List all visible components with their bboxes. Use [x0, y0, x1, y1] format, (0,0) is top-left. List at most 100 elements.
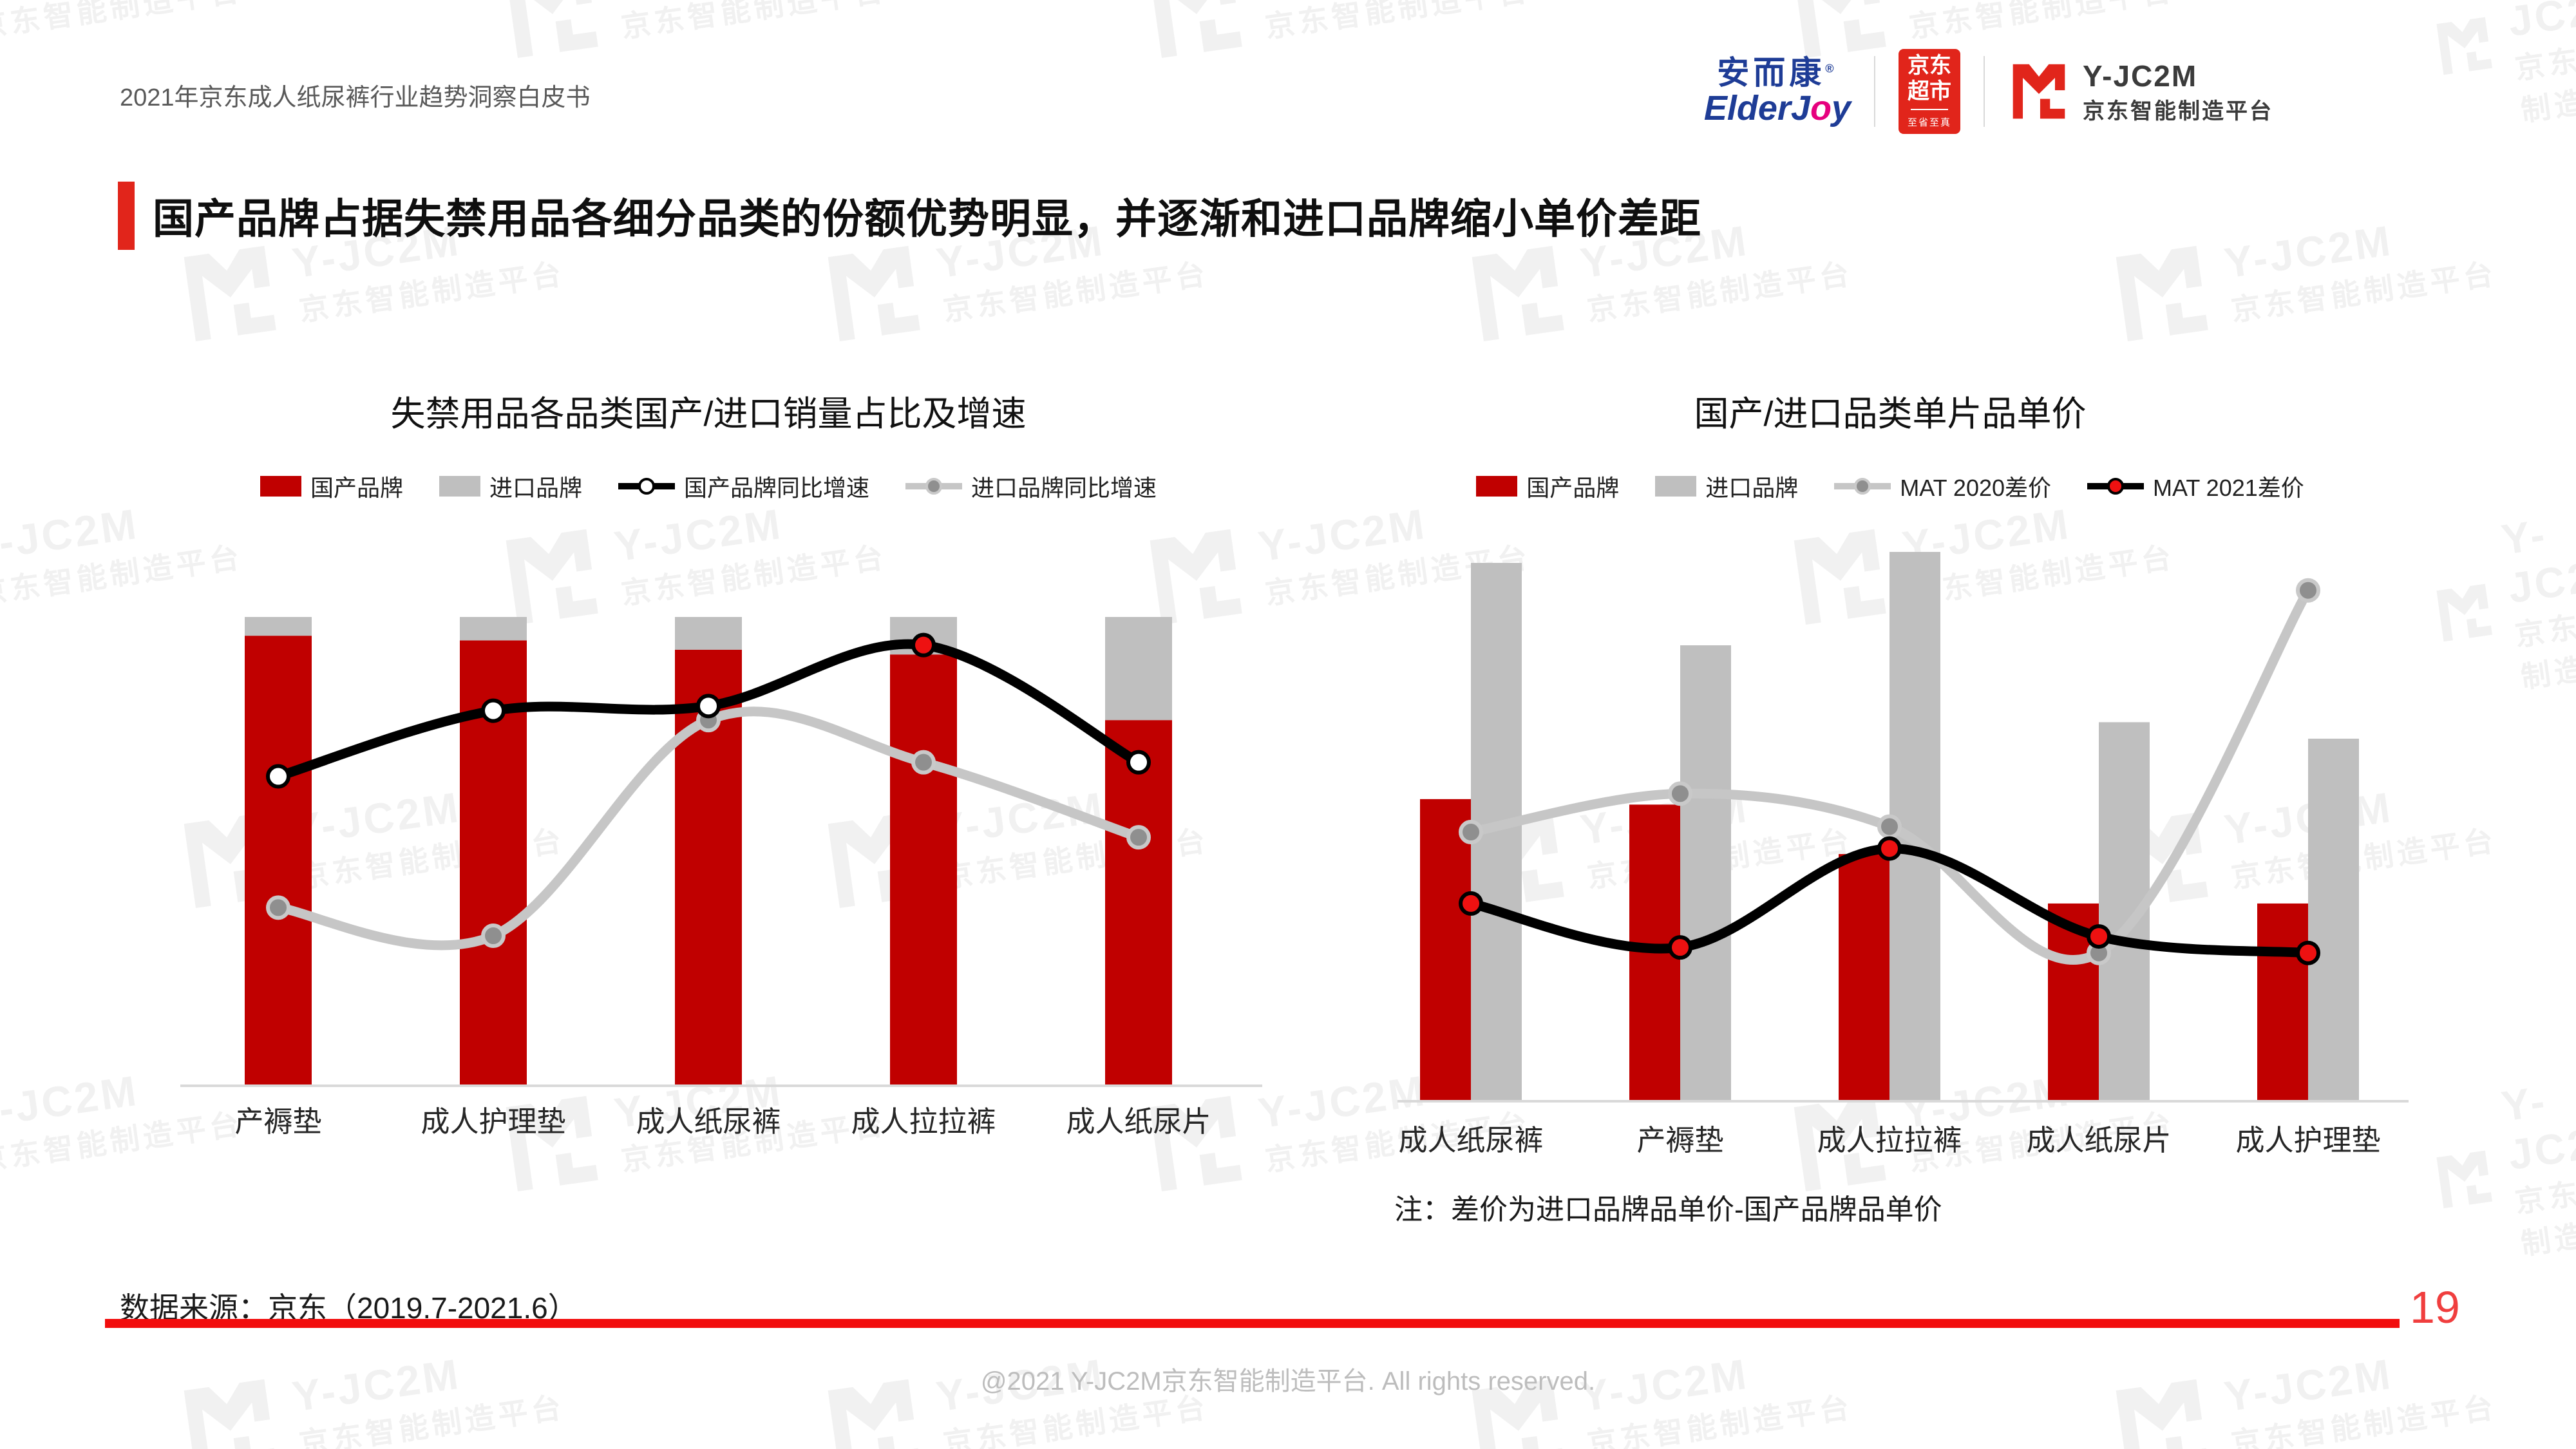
watermark-text: 京东智能制造平台 — [2513, 33, 2576, 128]
legend-swatch-icon — [1655, 476, 1697, 497]
jd-supermarket-logo: 京东 超市 至省至真 — [1899, 49, 1960, 134]
legend-item: 进口品牌同比增速 — [905, 469, 1157, 503]
bar-import — [1680, 645, 1731, 1101]
legend-label: 国产品牌 — [1526, 475, 1620, 501]
data-point-marker — [911, 750, 936, 775]
watermark-text: Y-JC2M — [1899, 0, 2172, 5]
watermark-logo-icon — [1150, 0, 1242, 59]
data-point-marker — [481, 923, 506, 949]
legend-item: 国产品牌同比增速 — [618, 469, 869, 503]
bar-import — [2308, 739, 2359, 1101]
bar-domestic — [890, 654, 957, 1086]
data-point-marker — [1126, 825, 1151, 850]
page-number: 19 — [2410, 1282, 2460, 1332]
logo-divider — [1874, 56, 1875, 127]
watermark-text: 京东智能制造平台 — [0, 0, 245, 44]
legend-item: MAT 2021差价 — [2087, 469, 2304, 503]
data-point-marker — [2296, 940, 2320, 965]
watermark: Y-JC2M京东智能制造平台 — [497, 0, 889, 65]
watermark: Y-JC2M京东智能制造平台 — [0, 0, 246, 65]
watermark-text: 京东智能制造平台 — [2229, 256, 2499, 327]
data-point-marker — [481, 698, 506, 723]
jd-logo-line2: 超市 — [1908, 79, 1951, 104]
data-point-marker — [1668, 781, 1692, 806]
data-point-marker — [266, 764, 290, 789]
watermark-text: 京东智能制造平台 — [2513, 600, 2576, 694]
bar-domestic — [1105, 720, 1172, 1086]
bar-domestic — [245, 636, 312, 1086]
chart-left-header: 失禁用品各品类国产/进口销量占比及增速 国产品牌 进口品牌 国产品牌同比增速 进口品牌… — [161, 385, 1256, 503]
chart-right-note: 注：差价为进口品牌品单价-国产品牌品单价 — [1394, 1194, 1942, 1226]
watermark-text: 京东智能制造平台 — [1585, 256, 1855, 327]
chart-left-title: 失禁用品各品类国产/进口销量占比及增速 — [390, 395, 1027, 433]
data-point-marker — [1126, 750, 1151, 775]
legend-item: 国产品牌 — [260, 469, 403, 503]
legend-label: MAT 2021差价 — [2153, 475, 2304, 501]
chart-right-header: 国产/进口品类单片品单价 国产品牌 进口品牌 MAT 2020差价 MAT 2021差… — [1327, 385, 2454, 503]
legend-swatch-icon — [905, 478, 963, 495]
watermark-logo-icon — [2436, 17, 2492, 75]
category-label: 成人拉拉裤 — [851, 1105, 996, 1138]
yjc2m-logo: Y-JC2M 京东智能制造平台 — [2008, 59, 2273, 125]
watermark-text: Y-JC2M — [1255, 0, 1528, 5]
bar-domestic — [1839, 854, 1889, 1101]
legend-swatch-icon — [260, 476, 301, 497]
legend-item: 进口品牌 — [1655, 469, 1798, 503]
legend-label: 进口品牌 — [489, 475, 582, 501]
title-block: 国产品牌占据失禁用品各细分品类的份额优势明显，并逐渐和进口品牌缩小单价差距 — [118, 182, 1701, 250]
data-point-marker — [1668, 935, 1692, 960]
legend-swatch-icon — [2087, 478, 2145, 495]
elderjoy-logo: 安而康® ElderJoy — [1704, 56, 1851, 126]
yjc2m-name: Y-JC2M — [2083, 59, 2198, 93]
title-accent-bar — [118, 182, 135, 250]
logo-divider — [1984, 56, 1985, 127]
watermark: Y-JC2M京东智能制造平台 — [1141, 0, 1533, 65]
bar-import — [460, 617, 527, 641]
bar-import — [1105, 617, 1172, 721]
legend-label: 国产品牌 — [310, 475, 403, 501]
bar-domestic — [1420, 799, 1471, 1101]
jd-logo-slogan: 至省至真 — [1907, 117, 1951, 128]
legend-swatch-icon — [618, 478, 675, 495]
legend-label: MAT 2020差价 — [1900, 475, 2052, 501]
chart-left-plot: 产褥垫 成人护理垫 成人纸尿裤 成人拉拉裤 成人纸尿片 — [180, 617, 1262, 1138]
bar-domestic — [2257, 903, 2308, 1101]
watermark-text: 京东智能制造平台 — [619, 0, 889, 44]
data-point-marker — [696, 694, 721, 719]
chart-left-legend: 国产品牌 进口品牌 国产品牌同比增速 进口品牌同比增速 — [161, 469, 1256, 503]
legend-label: 进口品牌 — [1705, 475, 1799, 501]
logo-row: 安而康® ElderJoy 京东 超市 至省至真 Y-JC2M 京东智能制造平台 — [1704, 46, 2273, 137]
jd-logo-line1: 京东 — [1908, 53, 1951, 79]
legend-swatch-icon — [1834, 478, 1891, 495]
legend-label: 进口品牌同比增速 — [971, 475, 1157, 501]
category-label: 成人护理垫 — [2235, 1124, 2380, 1157]
watermark-text: 京东智能制造平台 — [941, 256, 1211, 327]
data-point-marker — [266, 895, 290, 920]
watermark-logo-icon — [506, 0, 598, 59]
elderjoy-en-text: ElderJoy — [1703, 88, 1851, 128]
category-label: 成人纸尿片 — [2026, 1124, 2171, 1157]
legend-swatch-icon — [1476, 476, 1518, 497]
legend-label: 国产品牌同比增速 — [684, 475, 870, 501]
data-point-marker — [1459, 891, 1483, 916]
data-point-marker — [2296, 578, 2320, 603]
watermark-text: Y-JC2M — [611, 0, 884, 5]
chart-right-legend: 国产品牌 进口品牌 MAT 2020差价 MAT 2021差价 — [1327, 469, 2454, 503]
category-label: 成人纸尿裤 — [636, 1105, 781, 1138]
category-label: 成人护理垫 — [421, 1105, 565, 1138]
doc-title: 2021年京东成人纸尿裤行业趋势洞察白皮书 — [120, 84, 591, 111]
data-point-marker — [1877, 836, 1902, 861]
watermark-logo-icon — [1472, 245, 1564, 342]
page-title: 国产品牌占据失禁用品各细分品类的份额优势明显，并逐渐和进口品牌缩小单价差距 — [153, 196, 1701, 242]
chart-right-plot: 成人纸尿裤 产褥垫 成人拉拉裤 成人纸尿片 成人护理垫 — [1397, 552, 2409, 1157]
category-label: 成人纸尿裤 — [1398, 1124, 1543, 1157]
yjc2m-subtitle: 京东智能制造平台 — [2083, 99, 2273, 124]
elderjoy-cn-text: 安而康® — [1717, 55, 1838, 91]
legend-item: 进口品牌 — [439, 469, 582, 503]
legend-swatch-icon — [439, 476, 480, 497]
footer-copyright: @2021 Y-JC2M京东智能制造平台. All rights reserve… — [980, 1367, 1596, 1396]
category-label: 成人纸尿片 — [1066, 1105, 1211, 1138]
